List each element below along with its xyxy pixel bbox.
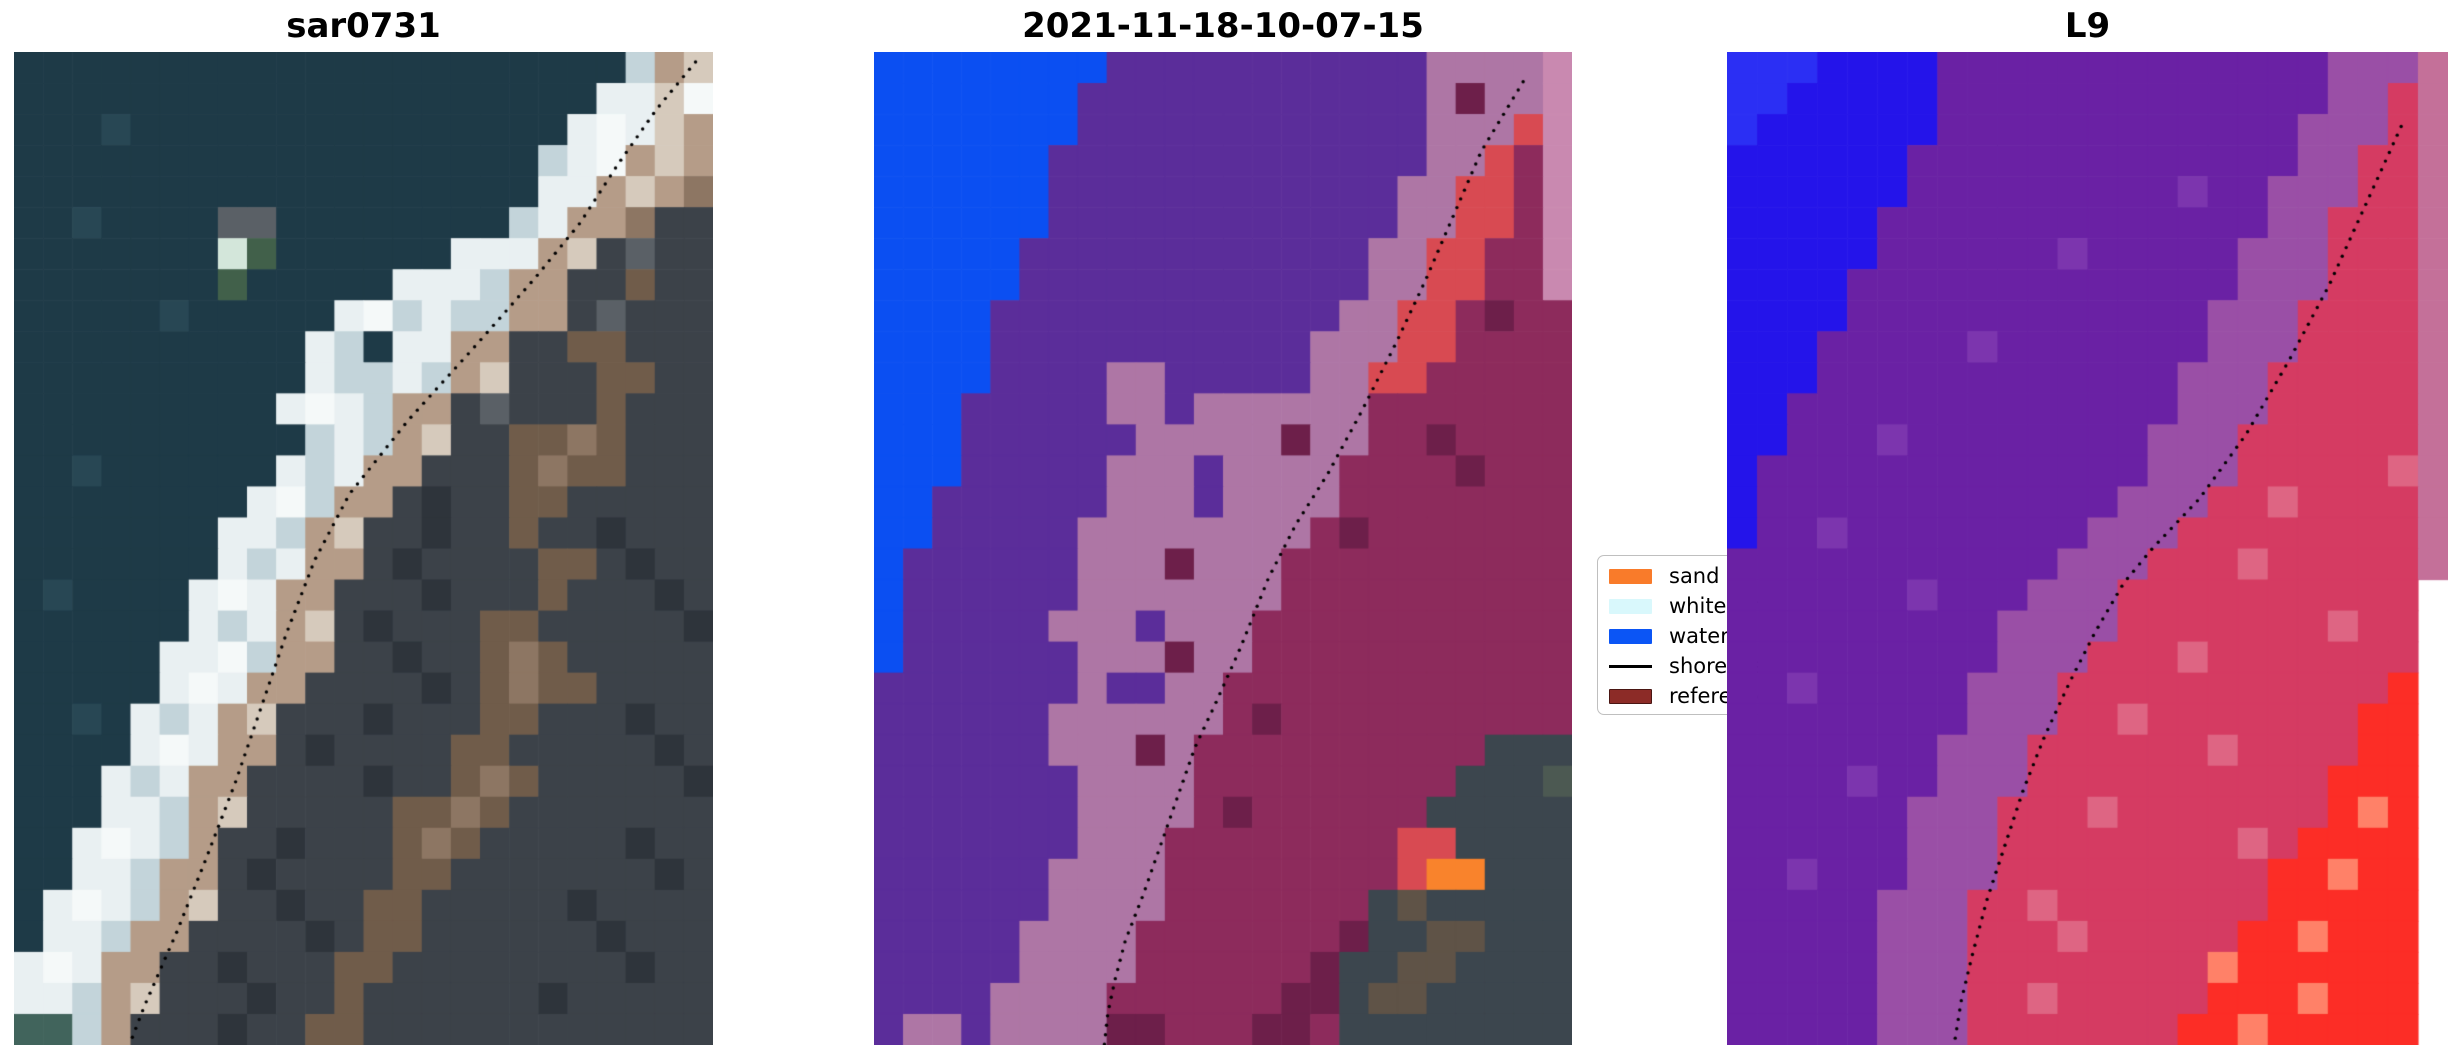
panel-classified-image: [874, 52, 1572, 1045]
panel-sar0731-image: [14, 52, 713, 1045]
legend-item-water: water: [1609, 624, 1770, 649]
panel-title-l9: L9: [2064, 6, 2111, 46]
legend-label-sand: sand: [1669, 564, 1720, 588]
panel-title-sar0731: sar0731: [286, 6, 441, 46]
whitewater-swatch: [1609, 599, 1652, 614]
sand-swatch: [1609, 569, 1652, 584]
legend-label-water: water: [1669, 624, 1729, 648]
shoreline-line-swatch: [1609, 665, 1652, 668]
water-swatch: [1609, 629, 1652, 644]
panel-l9-image: [1727, 52, 2448, 1045]
legend-item-sand: sand: [1609, 564, 1770, 589]
reference-swatch: [1609, 689, 1652, 704]
panel-title-datetime: 2021-11-18-10-07-15: [1022, 6, 1424, 46]
